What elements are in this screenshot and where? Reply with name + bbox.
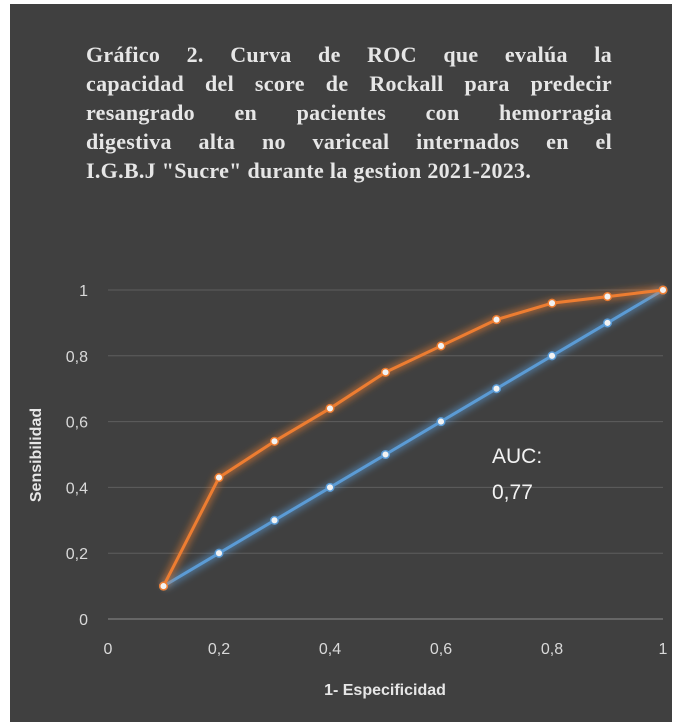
chart-frame: Gráfico 2. Curva de ROC que evalúa la ca… — [10, 4, 672, 722]
chart-title-line: digestiva alta no variceal internados en… — [86, 129, 612, 154]
data-point — [158, 581, 169, 591]
series-line — [162, 288, 664, 587]
data-point — [325, 482, 335, 492]
data-point — [269, 515, 280, 525]
data-point — [269, 436, 280, 446]
auc-annotation-label: AUC: — [492, 445, 542, 468]
data-point — [602, 318, 613, 328]
data-point — [436, 341, 446, 351]
y-tick-label: 0,8 — [66, 349, 88, 366]
chart-title: Gráfico 2. Curva de ROC que evalúa la ca… — [86, 40, 612, 185]
data-point — [214, 472, 224, 483]
x-tick-label: 0,2 — [208, 641, 230, 658]
x-axis: 0 0,2 0,4 0,6 0,8 1 — [104, 641, 668, 658]
series-line — [162, 288, 664, 588]
data-point — [491, 315, 502, 325]
y-tick-label: 0 — [79, 612, 88, 629]
data-point — [325, 403, 335, 413]
y-axis: 0 0,2 0,4 0,6 0,8 1 — [66, 283, 88, 629]
y-tick-label: 0,4 — [66, 480, 88, 497]
x-tick-label: 0,8 — [541, 641, 563, 658]
chart-title-line: I.G.B.J "Sucre" durante la gestion 2021-… — [86, 158, 532, 183]
data-point — [436, 417, 446, 427]
data-point — [602, 292, 613, 302]
data-point — [380, 367, 391, 377]
chart-title-line: capacidad del score de Rockall para pred… — [86, 71, 612, 96]
y-axis-label: Sensibilidad — [28, 408, 45, 502]
data-point — [491, 384, 502, 394]
chart-title-line: resangrado en pacientes con hemorragia — [86, 100, 612, 125]
y-tick-label: 1 — [79, 283, 88, 300]
x-tick-label: 1 — [659, 641, 668, 658]
data-point — [547, 298, 557, 308]
x-tick-label: 0,6 — [430, 641, 452, 658]
data-point — [380, 449, 391, 460]
data-point — [658, 285, 668, 295]
series-layer — [158, 285, 668, 591]
x-axis-label: 1- Especificidad — [324, 682, 446, 699]
gridlines — [108, 289, 663, 620]
chart-title-line: Gráfico 2. Curva de ROC que evalúa la — [86, 42, 612, 67]
data-point — [214, 548, 224, 558]
y-tick-label: 0,2 — [66, 546, 88, 563]
data-point — [547, 351, 557, 361]
auc-annotation-value: 0,77 — [492, 481, 533, 504]
x-tick-label: 0 — [104, 641, 113, 658]
y-tick-label: 0,6 — [66, 415, 88, 432]
x-tick-label: 0,4 — [319, 641, 341, 658]
